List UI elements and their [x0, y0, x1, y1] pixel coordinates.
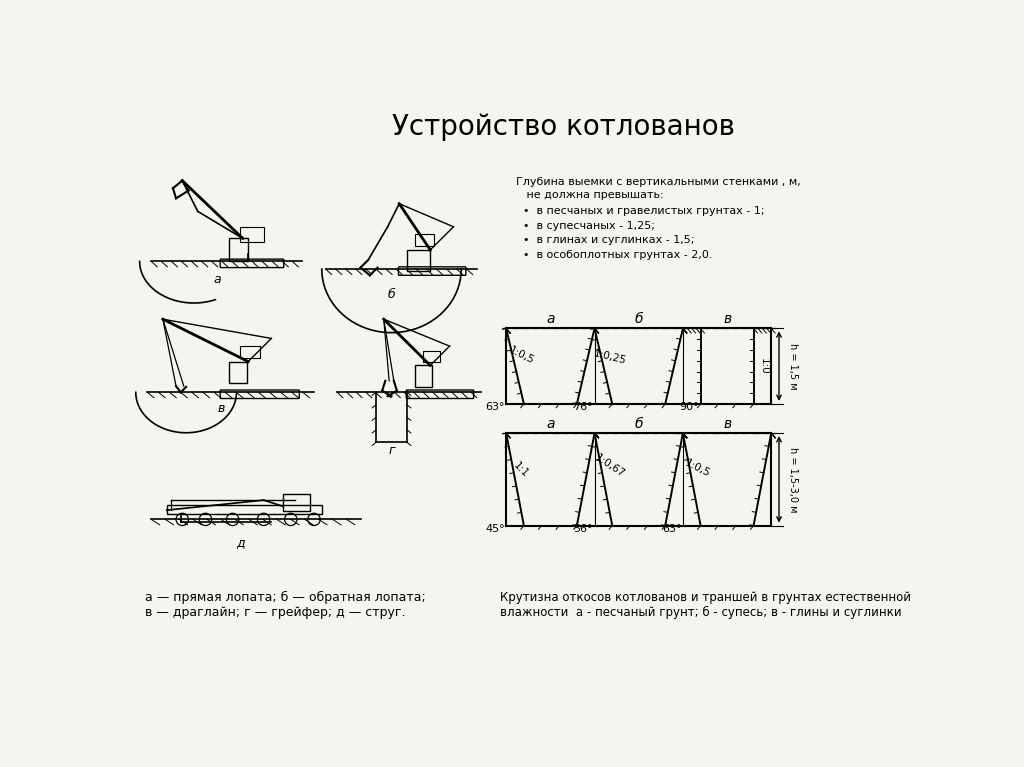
- Bar: [283, 494, 310, 511]
- Text: а: а: [546, 417, 555, 431]
- Text: 45°: 45°: [485, 524, 505, 534]
- Text: д: д: [237, 536, 245, 549]
- Bar: [228, 239, 248, 262]
- Text: г: г: [388, 444, 395, 457]
- Text: б: б: [635, 312, 643, 326]
- Bar: [415, 365, 432, 387]
- Text: Крутизна откосов котлованов и траншей в грунтах естественной: Крутизна откосов котлованов и траншей в …: [500, 591, 911, 604]
- Text: а — прямая лопата; б — обратная лопата;: а — прямая лопата; б — обратная лопата;: [145, 591, 426, 604]
- Text: Глубина выемки с вертикальными стенками , м,
   не должна превышать:: Глубина выемки с вертикальными стенками …: [515, 176, 800, 200]
- Text: 76°: 76°: [573, 403, 593, 413]
- Text: 90°: 90°: [679, 403, 699, 413]
- Text: влажности  а - песчаный грунт; б - супесь; в - глины и суглинки: влажности а - песчаный грунт; б - супесь…: [500, 607, 901, 620]
- Text: в — драглайн; г — грейфер; д — струг.: в — драглайн; г — грейфер; д — струг.: [145, 607, 406, 620]
- Bar: [241, 346, 260, 357]
- Text: а: а: [546, 312, 555, 326]
- Bar: [415, 235, 434, 246]
- Bar: [241, 227, 263, 242]
- Text: в: в: [723, 417, 731, 431]
- Text: а: а: [213, 273, 221, 286]
- Bar: [407, 250, 430, 272]
- Text: 1:0,5: 1:0,5: [684, 459, 712, 479]
- Bar: [167, 505, 322, 514]
- Text: •  в супесчаных - 1,25;: • в супесчаных - 1,25;: [523, 221, 655, 231]
- Text: 63°: 63°: [662, 524, 681, 534]
- Text: 56°: 56°: [573, 524, 593, 534]
- Text: 63°: 63°: [485, 403, 505, 413]
- Text: 1:0,5: 1:0,5: [507, 345, 536, 366]
- Text: •  в особоплотных грунтах - 2,0.: • в особоплотных грунтах - 2,0.: [523, 250, 713, 260]
- Text: •  в глинах и суглинках - 1,5;: • в глинах и суглинках - 1,5;: [523, 235, 694, 245]
- Text: Устройство котлованов: Устройство котлованов: [391, 113, 734, 140]
- Text: 1:1: 1:1: [512, 460, 530, 479]
- Text: б: б: [388, 288, 395, 301]
- Text: 1:0: 1:0: [759, 357, 769, 374]
- Text: h = 1,5-3,0 м: h = 1,5-3,0 м: [788, 446, 799, 512]
- Text: 1:0,25: 1:0,25: [592, 348, 627, 366]
- Text: в: в: [217, 402, 224, 415]
- Text: •  в песчаных и гравелистых грунтах - 1;: • в песчаных и гравелистых грунтах - 1;: [523, 206, 765, 216]
- Bar: [423, 351, 439, 361]
- Text: h = 1,5 м: h = 1,5 м: [788, 343, 799, 390]
- Text: 1:0,67: 1:0,67: [593, 453, 627, 479]
- Text: б: б: [635, 417, 643, 431]
- Text: в: в: [723, 312, 731, 326]
- Bar: [228, 361, 247, 383]
